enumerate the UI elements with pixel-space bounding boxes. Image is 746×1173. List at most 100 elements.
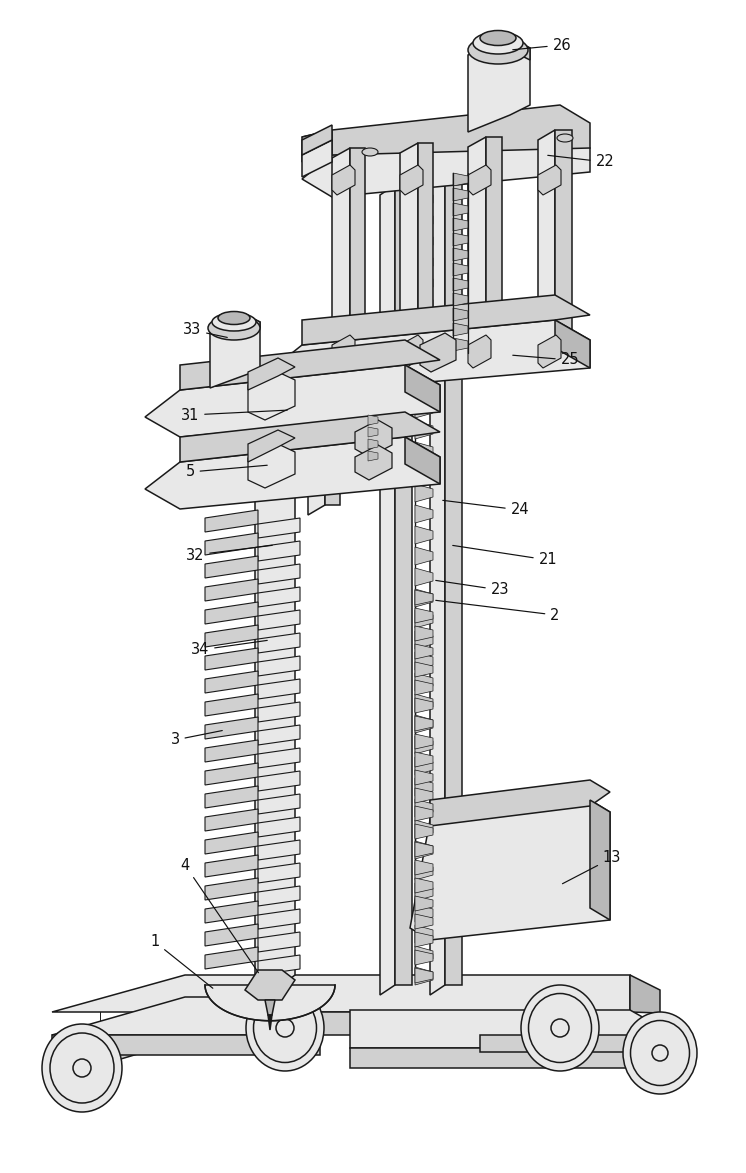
Text: 25: 25 (513, 353, 580, 367)
Ellipse shape (208, 316, 260, 340)
Polygon shape (205, 809, 258, 830)
Polygon shape (52, 1035, 320, 1055)
Polygon shape (453, 338, 468, 351)
Polygon shape (415, 358, 433, 377)
Polygon shape (302, 294, 590, 345)
Ellipse shape (42, 1024, 122, 1112)
Ellipse shape (218, 312, 250, 325)
Polygon shape (453, 203, 468, 216)
Polygon shape (538, 165, 561, 195)
Polygon shape (205, 786, 258, 808)
Circle shape (276, 1019, 294, 1037)
Polygon shape (415, 968, 433, 983)
Polygon shape (415, 925, 433, 943)
Polygon shape (415, 400, 433, 418)
Polygon shape (453, 248, 468, 262)
Polygon shape (205, 924, 258, 945)
Polygon shape (332, 335, 355, 368)
Polygon shape (415, 967, 433, 985)
Polygon shape (418, 143, 433, 355)
Polygon shape (486, 137, 502, 350)
Polygon shape (302, 106, 590, 155)
Polygon shape (538, 130, 555, 355)
Polygon shape (52, 975, 630, 1012)
Polygon shape (453, 188, 468, 201)
Polygon shape (453, 278, 468, 291)
Polygon shape (302, 140, 332, 177)
Polygon shape (415, 914, 433, 929)
Polygon shape (258, 610, 300, 630)
Polygon shape (415, 752, 433, 767)
Polygon shape (415, 716, 433, 733)
Polygon shape (468, 137, 486, 360)
Polygon shape (52, 997, 320, 1035)
Polygon shape (258, 748, 300, 768)
Polygon shape (590, 800, 610, 920)
Polygon shape (415, 232, 433, 250)
Polygon shape (245, 970, 295, 1001)
Polygon shape (415, 547, 433, 565)
Polygon shape (205, 602, 258, 624)
Polygon shape (415, 883, 433, 901)
Polygon shape (453, 172, 468, 187)
Ellipse shape (50, 1033, 114, 1103)
Polygon shape (400, 165, 423, 195)
Polygon shape (332, 165, 355, 195)
Polygon shape (355, 420, 392, 457)
Polygon shape (248, 358, 295, 389)
Polygon shape (368, 415, 378, 425)
Polygon shape (205, 985, 335, 1021)
Polygon shape (205, 740, 258, 762)
Polygon shape (60, 1023, 185, 1077)
Polygon shape (258, 633, 300, 653)
Polygon shape (453, 233, 468, 246)
Polygon shape (205, 717, 258, 739)
Polygon shape (350, 1047, 660, 1067)
Polygon shape (248, 445, 295, 488)
Polygon shape (265, 1001, 275, 1015)
Polygon shape (445, 175, 462, 985)
Polygon shape (415, 933, 433, 947)
Polygon shape (453, 218, 468, 231)
Polygon shape (415, 608, 433, 623)
Polygon shape (258, 933, 300, 952)
Ellipse shape (480, 30, 516, 46)
Polygon shape (415, 421, 433, 439)
Text: 23: 23 (436, 581, 510, 597)
Polygon shape (145, 365, 440, 438)
Polygon shape (415, 806, 433, 821)
Polygon shape (258, 586, 300, 606)
Polygon shape (410, 800, 610, 940)
Polygon shape (205, 556, 258, 578)
Polygon shape (380, 185, 395, 995)
Polygon shape (248, 372, 295, 420)
Polygon shape (205, 947, 258, 969)
Polygon shape (415, 735, 433, 754)
Polygon shape (258, 701, 300, 723)
Text: 13: 13 (562, 850, 621, 883)
Text: 33: 33 (183, 323, 228, 338)
Polygon shape (52, 1012, 185, 1073)
Polygon shape (258, 518, 300, 538)
Polygon shape (415, 698, 433, 713)
Polygon shape (180, 340, 440, 389)
Polygon shape (415, 590, 433, 605)
Polygon shape (350, 148, 365, 358)
Polygon shape (415, 316, 433, 334)
Polygon shape (415, 680, 433, 694)
Polygon shape (415, 442, 433, 460)
Polygon shape (400, 335, 423, 368)
Polygon shape (480, 1035, 660, 1052)
Circle shape (73, 1059, 91, 1077)
Polygon shape (415, 716, 433, 731)
Polygon shape (255, 484, 295, 985)
Polygon shape (415, 526, 433, 544)
Text: 3: 3 (170, 731, 222, 747)
Polygon shape (205, 579, 258, 601)
Polygon shape (430, 175, 445, 995)
Polygon shape (205, 879, 258, 900)
Polygon shape (415, 841, 433, 859)
Polygon shape (415, 778, 433, 796)
Ellipse shape (254, 994, 316, 1063)
Polygon shape (415, 694, 433, 712)
